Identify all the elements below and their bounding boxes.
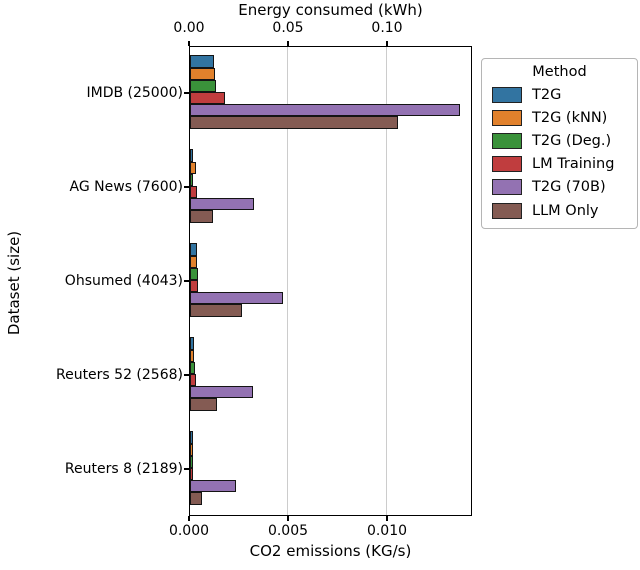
legend-swatch-t2g-knn (492, 109, 522, 126)
bottom-tick-label: 0.005 (267, 523, 309, 539)
bottom-tick-mark (386, 516, 388, 521)
bottom-tick-mark (188, 516, 190, 521)
legend-item: T2G (kNN) (490, 106, 629, 129)
bar-t2g (190, 243, 198, 256)
bar-t2g (190, 149, 194, 162)
top-tick-label: 0.05 (272, 20, 304, 36)
bar-t2g-deg (190, 267, 198, 280)
legend-item-label: T2G (70B) (532, 179, 606, 196)
legend-item-label: T2G (532, 86, 562, 103)
bar-llm-only (190, 116, 399, 129)
legend-item-label: T2G (Deg.) (532, 132, 612, 149)
bar-t2g-70b (190, 480, 236, 493)
bar-t2g (190, 337, 194, 350)
legend-item: LLM Only (490, 199, 629, 222)
bar-t2g (190, 55, 215, 68)
bottom-axis-label: CO2 emissions (KG/s) (249, 542, 412, 560)
bar-lm-training (190, 468, 193, 481)
bottom-tick-mark (287, 516, 289, 521)
bottom-tick-label: 0.010 (366, 523, 408, 539)
bar-t2g-70b (190, 292, 284, 305)
bar-t2g-deg (190, 173, 194, 186)
legend: Method T2G T2G (kNN) T2G (Deg.) LM Training… (481, 58, 638, 230)
bar-t2g-knn (190, 255, 197, 268)
bar-t2g-deg (190, 361, 195, 374)
bar-lm-training (190, 280, 198, 293)
bar-lm-training (190, 374, 196, 387)
bar-t2g-70b (190, 104, 460, 117)
left-tick-mark (184, 92, 189, 94)
left-tick-mark (184, 468, 189, 470)
top-axis-label: Energy consumed (kWh) (238, 1, 423, 19)
gridline (386, 47, 388, 515)
bar-t2g-70b (190, 386, 254, 399)
legend-swatch-t2g-70b (492, 179, 522, 196)
bar-llm-only (190, 492, 202, 505)
legend-swatch-llm-only (492, 202, 522, 219)
legend-swatch-lm-training (492, 156, 522, 173)
top-tick-mark (287, 41, 289, 46)
left-tick-mark (184, 280, 189, 282)
gridline (287, 47, 289, 515)
bar-t2g-knn (190, 443, 193, 456)
bar-lm-training (190, 186, 197, 199)
bar-t2g-deg (190, 455, 193, 468)
top-tick-label: 0.10 (371, 20, 403, 36)
category-label: Reuters 52 (2568) (55, 367, 183, 383)
category-label: Reuters 8 (2189) (64, 461, 183, 477)
bottom-tick-label: 0.000 (168, 523, 210, 539)
category-label: AG News (7600) (69, 179, 183, 195)
legend-swatch-t2g (492, 86, 522, 103)
legend-item: LM Training (490, 153, 629, 176)
left-tick-mark (184, 374, 189, 376)
legend-title: Method (532, 64, 587, 80)
top-tick-mark (188, 41, 190, 46)
legend-items: T2G T2G (kNN) T2G (Deg.) LM Training T2G (70… (490, 83, 629, 222)
bar-t2g-knn (190, 67, 215, 80)
legend-item-label: LLM Only (532, 202, 599, 219)
left-tick-mark (184, 186, 189, 188)
legend-swatch-t2g-deg (492, 132, 522, 149)
top-tick-label: 0.00 (173, 20, 205, 36)
bar-t2g-knn (190, 349, 195, 362)
bar-t2g-knn (190, 161, 196, 174)
legend-item-label: LM Training (532, 156, 615, 173)
bar-llm-only (190, 210, 214, 223)
legend-item-label: T2G (kNN) (532, 109, 608, 126)
bar-lm-training (190, 92, 225, 105)
legend-item: T2G (Deg.) (490, 129, 629, 152)
category-label: IMDB (25000) (86, 85, 183, 101)
bar-t2g (190, 431, 193, 444)
legend-item: T2G (70B) (490, 176, 629, 199)
plot-area (189, 46, 472, 516)
bar-t2g-deg (190, 79, 216, 92)
top-tick-mark (386, 41, 388, 46)
bar-t2g-70b (190, 198, 255, 211)
legend-item: T2G (490, 83, 629, 106)
y-axis-label: Dataset (size) (5, 230, 23, 336)
category-label: Ohsumed (4043) (64, 273, 183, 289)
bar-llm-only (190, 398, 217, 411)
bar-llm-only (190, 304, 243, 317)
